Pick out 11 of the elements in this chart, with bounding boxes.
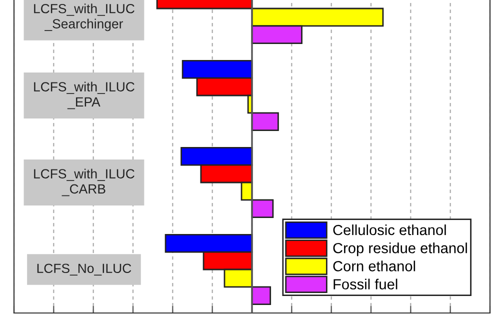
bar bbox=[251, 199, 274, 218]
legend-label: Cellulosic ethanol bbox=[333, 224, 446, 236]
legend-label: Crop residue ethanol bbox=[333, 242, 467, 256]
legend-label: Corn ethanol bbox=[333, 260, 416, 272]
y-tick-label: LCFS_with_ILUC _EPA bbox=[34, 82, 134, 110]
legend-label: Fossil fuel bbox=[334, 278, 398, 290]
bar bbox=[251, 286, 272, 305]
bar bbox=[251, 112, 279, 131]
y-tick-label: LCFS_No_ILUC bbox=[37, 264, 132, 276]
y-tick-label: LCFS_with_ILUC _CARB bbox=[34, 168, 134, 196]
y-tick-label: LCFS_with_ILUC _Searchinger bbox=[34, 4, 134, 32]
